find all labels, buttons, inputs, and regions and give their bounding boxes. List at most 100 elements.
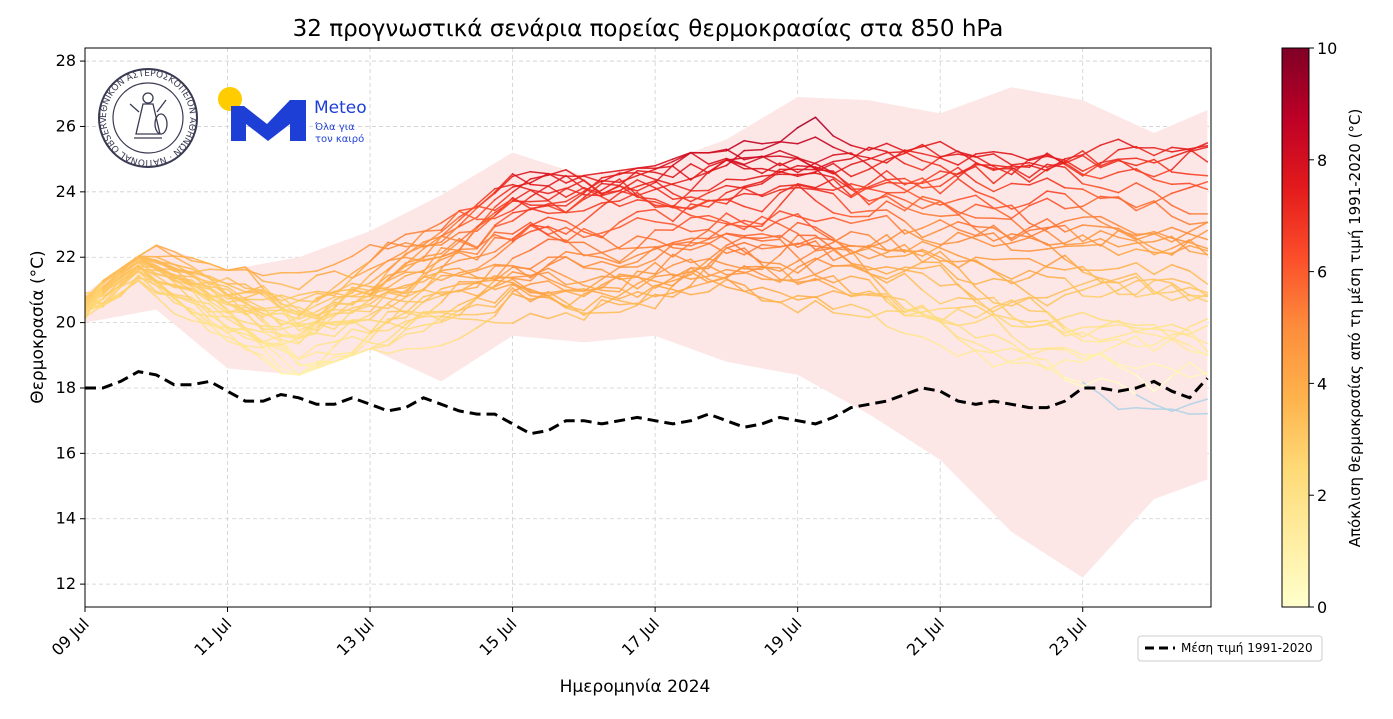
ensemble-member-segment [1188,239,1209,256]
ensemble-member-segment [494,200,514,217]
ensemble-member-segment [636,164,656,169]
ensemble-member-segment [1081,234,1102,247]
ensemble-member-segment [725,278,745,286]
ensemble-member-segment [779,234,799,256]
ensemble-member-segment [868,234,888,251]
ensemble-member-segment [1188,221,1209,226]
ensemble-member-segment [1135,323,1155,326]
ensemble-member-segment [369,268,389,284]
ensemble-member-segment [1010,227,1031,240]
ensemble-member-segment [885,300,906,317]
ensemble-member-segment [529,295,549,299]
ensemble-member-segment [921,200,941,210]
ensemble-member-segment [262,321,282,341]
ensemble-member-segment [832,176,852,190]
ensemble-member-segment [1153,146,1173,153]
ensemble-member-segment [975,297,995,315]
ensemble-member-segment [315,263,336,272]
ensemble-member-segment [208,285,229,291]
ensemble-member-segment [458,297,478,317]
ensemble-member-segment [636,248,656,257]
ensemble-member-segment [494,241,514,258]
ensemble-member-segment [404,324,425,331]
ensemble-member-segment [387,270,407,277]
ensemble-member-segment [618,217,639,229]
ensemble-member-segment [690,199,710,209]
ensemble-member-segment [707,157,728,165]
ensemble-member-segment [868,209,888,212]
ensemble-member-segment [1046,294,1066,307]
ensemble-member-segment [672,288,692,296]
ensemble-member-segment [119,279,140,295]
ensemble-member-segment [992,302,1013,307]
y-tick-label: 24 [56,182,76,201]
ensemble-member-segment [1188,361,1209,376]
ensemble-member-segment [387,233,407,246]
y-tick-label: 14 [56,509,76,528]
ensemble-member-segment [1117,330,1137,338]
ensemble-member-segment [387,250,407,262]
ensemble-member-segment [725,286,745,293]
ensemble-member-segment [903,149,924,155]
ensemble-member-segment [244,348,264,357]
ensemble-member-segment [529,199,549,203]
ensemble-member-segment [1081,271,1102,280]
ensemble-member-segment [1188,335,1209,345]
ensemble-member-segment [618,199,639,208]
ensemble-member-segment [1153,277,1173,282]
ensemble-member-segment [155,244,175,253]
ensemble-member-segment [672,237,692,244]
ensemble-member-segment [618,179,639,192]
ensemble-member-segment [707,199,728,205]
ensemble-member-segment [779,164,799,174]
ensemble-member-segment [333,351,353,356]
ensemble-member-segment [1010,182,1031,186]
ensemble-member-segment [957,337,977,352]
ensemble-member-segment [208,287,229,304]
ensemble-member-segment [1188,173,1209,177]
ensemble-member-segment [583,254,603,259]
ensemble-member-segment [404,300,425,303]
ensemble-member-segment [814,229,835,242]
ensemble-member-segment [690,257,710,264]
ensemble-member-segment [333,282,353,294]
ensemble-member-segment [992,151,1013,155]
ensemble-member-segment [743,268,763,271]
ensemble-member-segment [476,188,496,206]
ensemble-member-segment [476,217,496,221]
ensemble-member-segment [1153,323,1173,339]
ensemble-member-segment [173,273,193,284]
ensemble-member-segment [850,183,870,197]
ensemble-member-segment [280,299,300,310]
ensemble-member-segment [422,301,443,318]
ensemble-member-segment [298,360,318,376]
ensemble-member-segment [280,316,300,327]
ensemble-member-segment [885,325,906,335]
ensemble-member-segment [600,299,621,306]
ensemble-member-segment [690,258,710,276]
ensemble-member-segment [975,194,995,209]
ensemble-member-segment [565,174,585,190]
ensemble-member-segment [975,350,995,368]
ensemble-member-segment [1171,215,1191,226]
ensemble-member-segment [761,140,781,145]
colorbar-tick-label: 2 [1317,486,1327,505]
ensemble-member-segment [1046,310,1066,328]
ensemble-member-segment [992,315,1013,337]
ensemble-member-segment [226,326,247,334]
ensemble-member-segment [173,256,193,268]
ensemble-member-segment [814,160,835,170]
ensemble-member-segment [583,267,603,271]
ensemble-member-segment [137,244,158,258]
ensemble-member-segment [850,183,870,190]
ensemble-member-segment [173,279,193,291]
observatory-logo: ΕΘΝΙΚΟΝ ΑΣΤΕΡΟΣΚΟΠΕΙΟΝ ΑΘΗΝΩΝ · NATIONAL… [0,0,198,168]
ensemble-member-segment [565,281,585,286]
ensemble-member-segment [1153,375,1173,392]
ensemble-member-segment [743,219,763,226]
y-axis-label: Θερμοκρασία (°C) [28,250,48,403]
ensemble-member-segment [761,274,781,283]
ensemble-member-segment [796,184,817,190]
ensemble-member-segment [1028,265,1048,279]
ensemble-member-segment [939,344,959,358]
